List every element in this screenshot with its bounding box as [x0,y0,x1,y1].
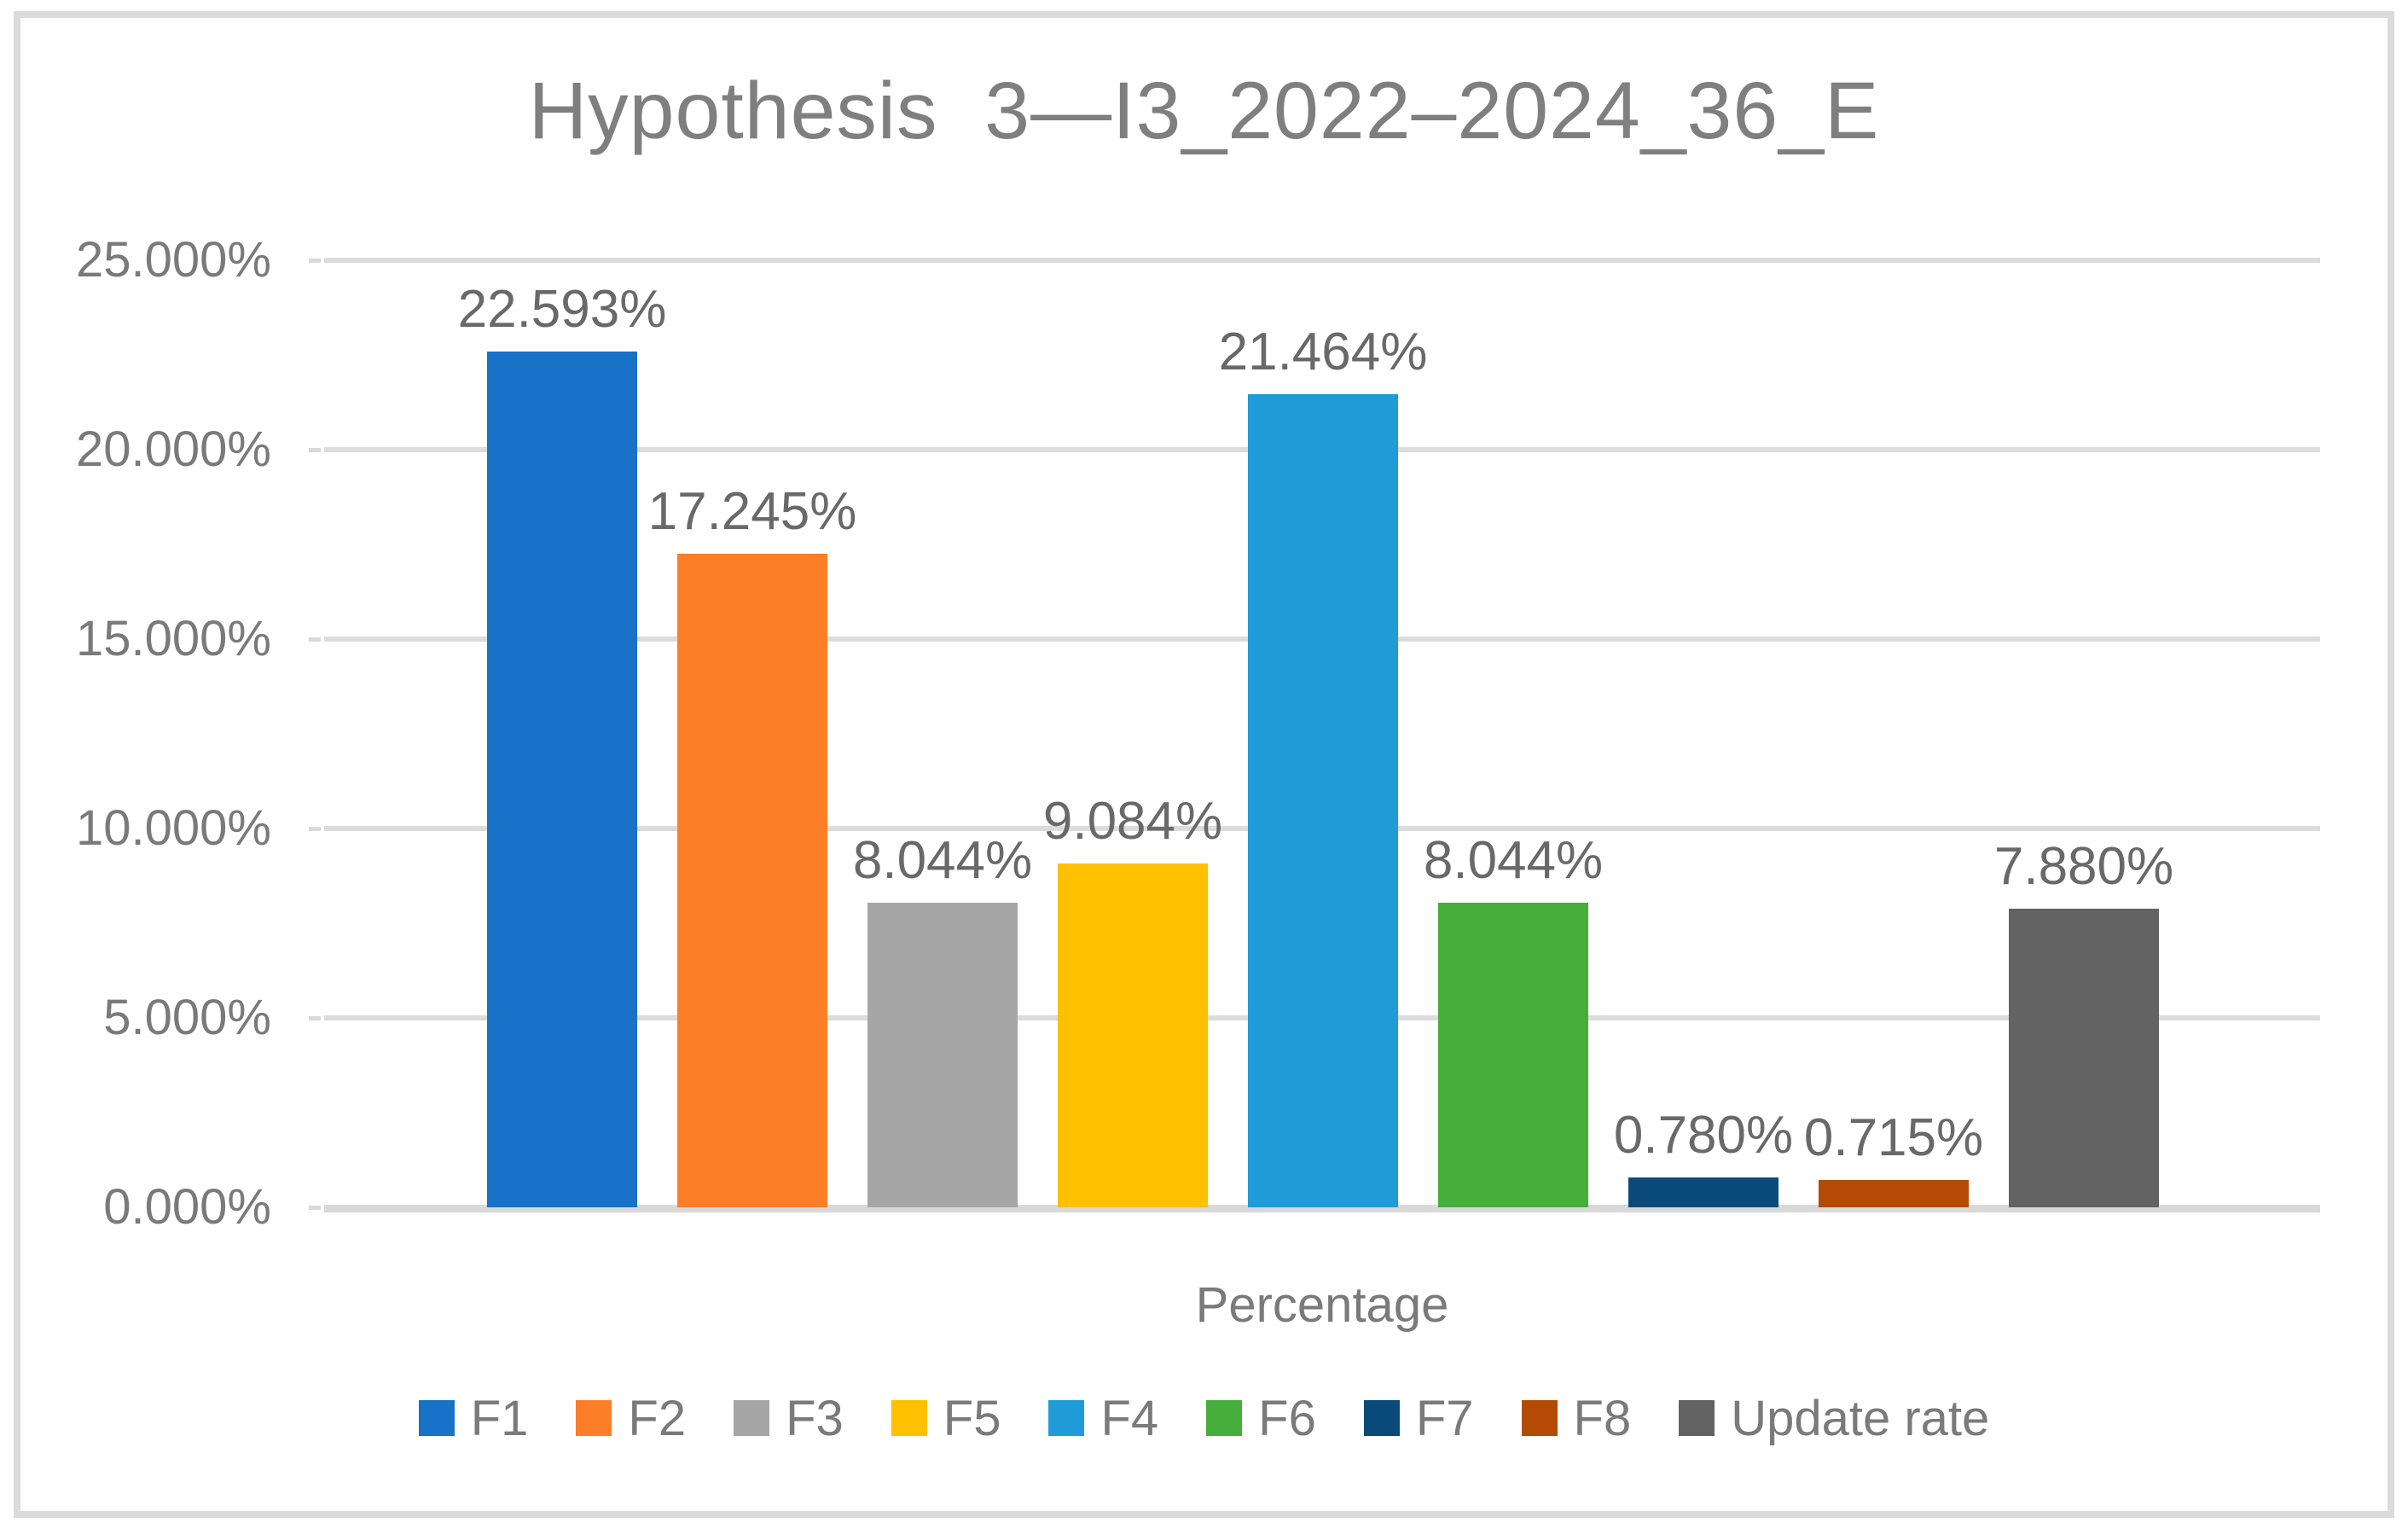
y-axis-tick [309,1016,321,1020]
chart-title: Hypothesis 3—I3_2022–2024_36_E [528,66,1880,156]
bar-f3[interactable] [867,902,1018,1207]
legend-marker-icon [418,1400,455,1436]
data-label-f6: 8.044% [1423,830,1604,890]
x-axis-title: Percentage [1195,1277,1449,1333]
legend-item-f8[interactable]: F8 [1521,1390,1632,1447]
bar-f5[interactable] [1058,863,1208,1207]
legend-item-f6[interactable]: F6 [1206,1390,1316,1447]
legend-label: F8 [1573,1390,1632,1446]
legend-label: F7 [1415,1390,1474,1446]
y-axis-tick [309,1206,321,1210]
bar-f8[interactable] [1819,1180,1969,1207]
legend-item-f4[interactable]: F4 [1048,1390,1158,1447]
legend-marker-icon [1048,1400,1085,1436]
bar-f7[interactable] [1628,1177,1778,1207]
y-tick-label: 25.000% [76,232,271,288]
legend-marker-icon [576,1400,612,1436]
legend-label: F5 [943,1390,1001,1446]
legend-marker-icon [734,1400,770,1436]
legend-label: Update rate [1731,1390,1990,1446]
bar-f1[interactable] [487,351,637,1207]
data-label-f4: 21.464% [1218,323,1428,381]
y-tick-label: 10.000% [76,800,271,856]
y-tick-label: 20.000% [76,421,271,477]
bar-f2[interactable] [677,554,827,1207]
legend-label: F1 [470,1390,529,1446]
data-label-f8: 0.715% [1803,1108,1984,1168]
legend-marker-icon [891,1400,927,1436]
y-axis-tick [309,827,321,831]
data-label-f5: 9.084% [1042,791,1223,851]
legend-label: F6 [1258,1390,1316,1446]
legend-item-update-rate[interactable]: Update rate [1679,1390,1989,1447]
legend: F1 F2 F3 F5 F4 F6 F7 F8 Update rate [0,1382,2408,1454]
legend-label: F3 [786,1390,844,1446]
gridline-0.000% [324,1205,2320,1212]
legend-item-f2[interactable]: F2 [576,1390,686,1447]
legend-item-f3[interactable]: F3 [734,1390,844,1447]
data-label-f1: 22.593% [457,279,667,339]
y-tick-label: 0.000% [103,1179,271,1235]
data-label-update-rate: 7.880% [1993,837,2174,897]
legend-marker-icon [1521,1400,1558,1436]
legend-item-f7[interactable]: F7 [1363,1390,1474,1447]
legend-marker-icon [1206,1400,1243,1436]
gridline-25.000% [324,258,2320,263]
bar-update-rate[interactable] [2009,909,2159,1207]
data-label-f3: 8.044% [852,830,1033,890]
y-tick-label: 15.000% [76,611,271,666]
legend-marker-icon [1363,1400,1400,1436]
y-axis-tick [309,448,321,452]
y-tick-label: 5.000% [103,990,271,1045]
data-label-f2: 17.245% [647,482,857,542]
y-axis-tick [309,637,321,642]
legend-item-f5[interactable]: F5 [891,1390,1001,1447]
legend-label: F2 [628,1390,687,1446]
plot-area: 22.593% 17.245% 8.044% 9.084% 21.464% 8.044% 0… [309,258,2320,1212]
legend-marker-icon [1679,1400,1715,1436]
legend-item-f1[interactable]: F1 [418,1390,529,1447]
data-label-f7: 0.780% [1613,1106,1794,1166]
legend-label: F4 [1100,1390,1159,1446]
y-axis-tick [309,259,321,263]
bar-f6[interactable] [1438,902,1588,1207]
bar-f4[interactable] [1248,394,1398,1207]
